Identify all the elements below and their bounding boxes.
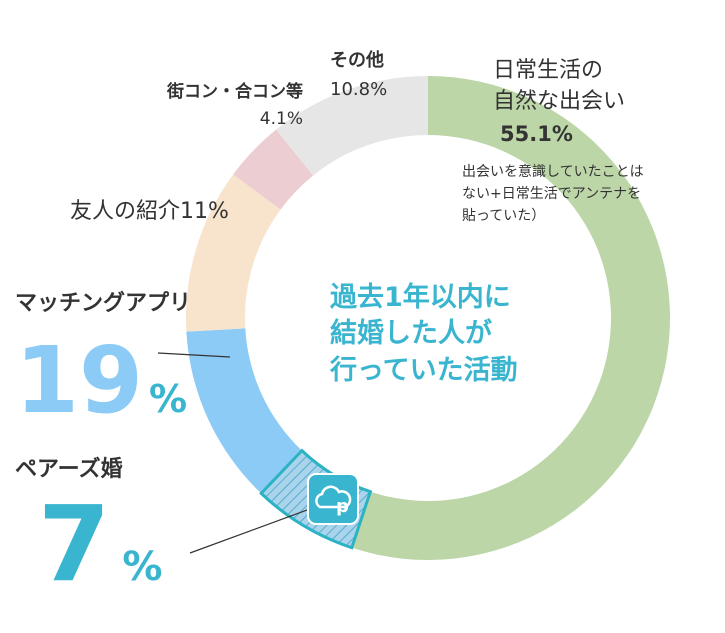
donut-segment [233,129,314,210]
label: 友人の紹介 [70,199,180,224]
label: その他 [330,49,384,71]
label: 自然な出会い [493,89,625,114]
note: 貼っていた） [462,208,545,224]
center-title: 過去1年以内に [330,281,511,313]
leader-line [189,505,319,554]
note: 出会いを意識していたことは [462,163,644,180]
unit: % [122,544,162,590]
value-label: 7 [38,483,110,605]
value-label: 11% [180,199,229,224]
center-title: 結婚した人が [330,317,492,349]
label: マッチングアプリ [15,290,191,316]
pairs-icon: p [307,473,359,525]
value-label: 4.1% [260,109,303,129]
value-label: 19 [15,327,143,434]
label: ペアーズ婚 [15,456,123,482]
label: 日常生活の [493,58,603,83]
note: ない+日常生活でアンテナを [462,186,641,202]
label: 街コン・合コン等 [166,81,303,102]
donut-segment [276,76,428,176]
icon-letter: p [336,496,349,517]
value-label: 19% [15,327,187,434]
leader-line [157,352,231,358]
center-title: 行っていた活動 [329,354,518,386]
donut-segment [186,174,281,332]
value-label: 10.8% [330,79,387,100]
value-label: 7% [38,483,162,605]
donut-segment [351,76,671,561]
unit: % [149,377,187,421]
label: 友人の紹介11% [70,199,229,224]
value-label: 55.1% [500,122,573,146]
